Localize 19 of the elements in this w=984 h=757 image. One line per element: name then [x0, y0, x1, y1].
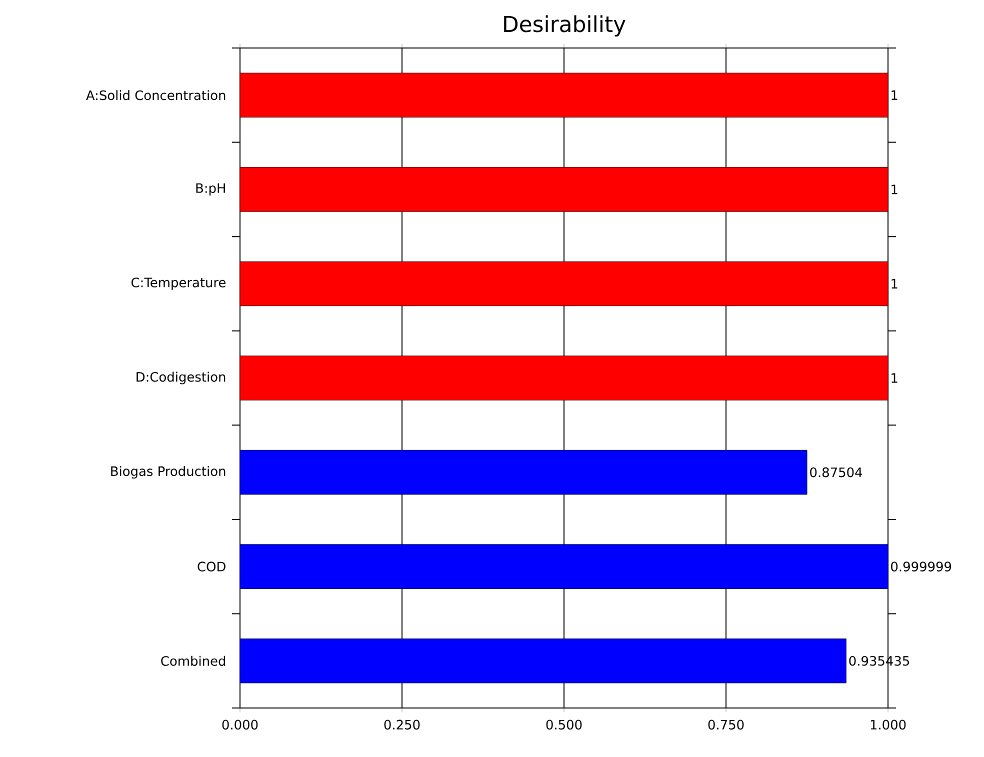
y-tick-label: D:Codigestion: [136, 372, 226, 384]
data-label: 1: [892, 373, 898, 383]
chart-title: Desirability: [504, 15, 626, 37]
data-label: 1: [892, 90, 898, 100]
y-tick-label: B:pH: [196, 183, 225, 196]
x-tick-label: 0.000: [222, 720, 258, 730]
x-tick-label: 0.500: [546, 720, 582, 730]
data-label: 1: [892, 184, 898, 194]
x-tick-label: 1.000: [870, 720, 906, 730]
x-tick-label: 0.750: [708, 720, 744, 730]
y-tick-label: C:Temperature: [132, 278, 226, 290]
y-tick-label: A:Solid Concentration: [86, 90, 226, 100]
y-tick-label: Combined: [161, 656, 226, 666]
y-tick-label: Biogas Production: [111, 466, 226, 479]
data-label: 0.999999: [891, 562, 952, 572]
y-tick-label: COD: [198, 562, 226, 572]
data-label: 1: [892, 279, 898, 288]
x-tick-label: 0.250: [384, 720, 420, 730]
data-label: 0.87504: [810, 467, 862, 478]
